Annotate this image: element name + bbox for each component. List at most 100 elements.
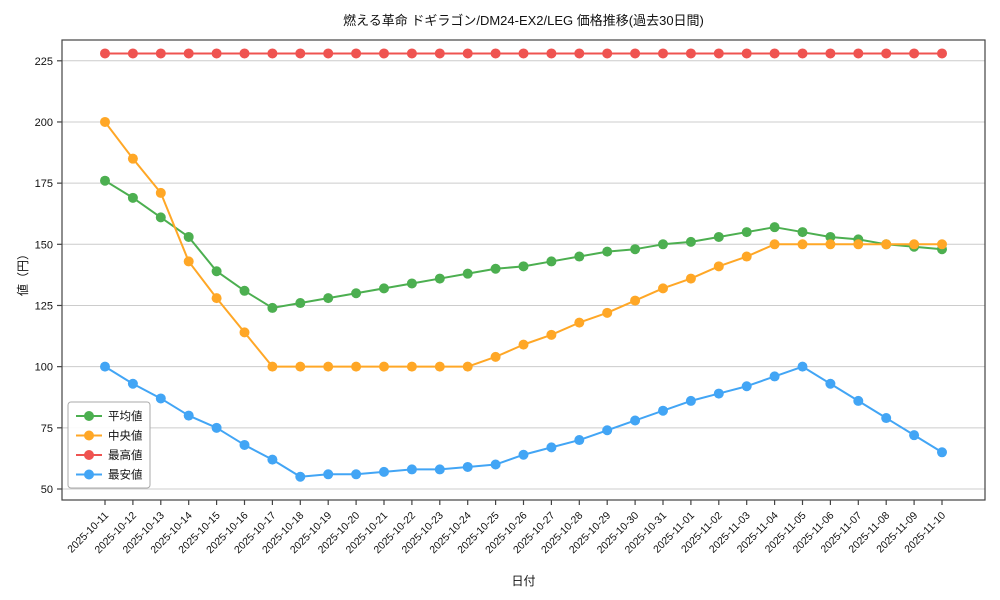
data-point-min [825,378,836,389]
data-point-min [323,469,334,480]
data-point-min [155,393,166,404]
data-point-max [211,48,222,59]
data-point-max [909,48,920,59]
data-point-average [211,266,222,277]
data-point-min [211,422,222,433]
data-point-average [183,231,194,242]
data-point-median [909,239,920,250]
data-point-median [100,116,110,127]
data-point-max [685,48,696,59]
data-point-average [295,298,306,309]
data-point-average [769,222,780,233]
data-point-median [574,317,585,328]
data-point-median [406,361,417,372]
data-point-median [127,153,138,164]
data-point-min [379,466,389,477]
data-point-max [406,48,417,59]
y-tick-label: 75 [41,423,53,435]
legend-marker-median [84,430,94,441]
data-point-min [630,415,641,426]
x-axis: 2025-10-112025-10-122025-10-132025-10-14… [65,500,948,556]
data-point-min [239,439,250,450]
data-point-max [323,48,334,59]
chart-title: 燃える革命 ドギラゴン/DM24-EX2/LEG 価格推移(過去30日間) [343,13,704,28]
data-point-average [574,251,585,262]
y-tick-label: 175 [35,178,53,190]
y-tick-label: 100 [35,362,53,374]
data-point-median [462,361,473,372]
data-point-max [127,48,138,59]
data-point-min [490,459,501,470]
data-point-max [741,48,752,59]
data-point-median [239,327,250,338]
series-average [100,175,947,313]
data-point-median [267,361,278,372]
data-point-max [574,48,585,59]
data-point-average [267,302,278,313]
data-point-median [630,295,641,306]
data-point-min [602,425,613,436]
data-point-min [518,449,529,460]
data-point-min [685,395,696,406]
data-point-average [685,236,696,247]
data-point-average [239,285,250,296]
data-point-min [127,378,138,389]
data-point-max [100,48,110,59]
data-point-median [323,361,334,372]
data-point-median [183,256,194,267]
x-axis-label: 日付 [511,574,536,588]
data-point-average [462,268,473,279]
data-point-max [825,48,836,59]
data-point-average [741,227,752,238]
legend-marker-max [84,450,94,460]
data-point-min [713,388,724,399]
data-point-max [853,48,864,59]
data-point-min [741,381,752,392]
legend-label-max: 最高値 [108,448,143,462]
data-point-max [462,48,473,59]
data-point-max [434,48,445,59]
data-point-average [518,261,529,272]
data-point-median [658,283,668,294]
data-point-min [853,395,864,406]
data-point-min [183,410,194,421]
data-point-median [295,361,306,372]
data-point-average [602,246,613,257]
data-point-median [434,361,445,372]
y-tick-label: 50 [41,484,53,496]
data-point-average [658,239,668,250]
data-point-min [881,413,892,424]
legend-label-average: 平均値 [108,410,143,423]
data-point-average [351,288,362,299]
data-point-average [100,175,110,186]
y-tick-label: 150 [35,239,53,251]
data-point-min [909,430,920,441]
data-point-max [602,48,613,59]
y-axis: 50 75 100 125 150 175 200 225 [35,56,62,496]
data-point-min [351,469,362,480]
data-point-median [490,351,501,362]
data-point-max [379,48,389,59]
data-point-max [769,48,780,59]
data-point-max [239,48,250,59]
data-point-average [797,227,808,238]
data-point-min [462,461,473,472]
data-point-max [155,48,166,59]
y-axis-label: 値（円） [16,248,30,297]
legend-marker-average [84,411,94,421]
data-point-median [351,361,362,372]
data-point-max [351,48,362,59]
data-point-median [937,239,947,250]
data-point-min [267,454,278,465]
data-point-median [546,329,557,340]
data-point-median [602,307,613,318]
data-point-average [127,192,138,203]
data-point-average [713,231,724,242]
data-point-median [825,239,836,250]
data-point-min [769,371,780,382]
data-point-median [518,339,529,350]
y-tick-label: 225 [35,56,53,68]
